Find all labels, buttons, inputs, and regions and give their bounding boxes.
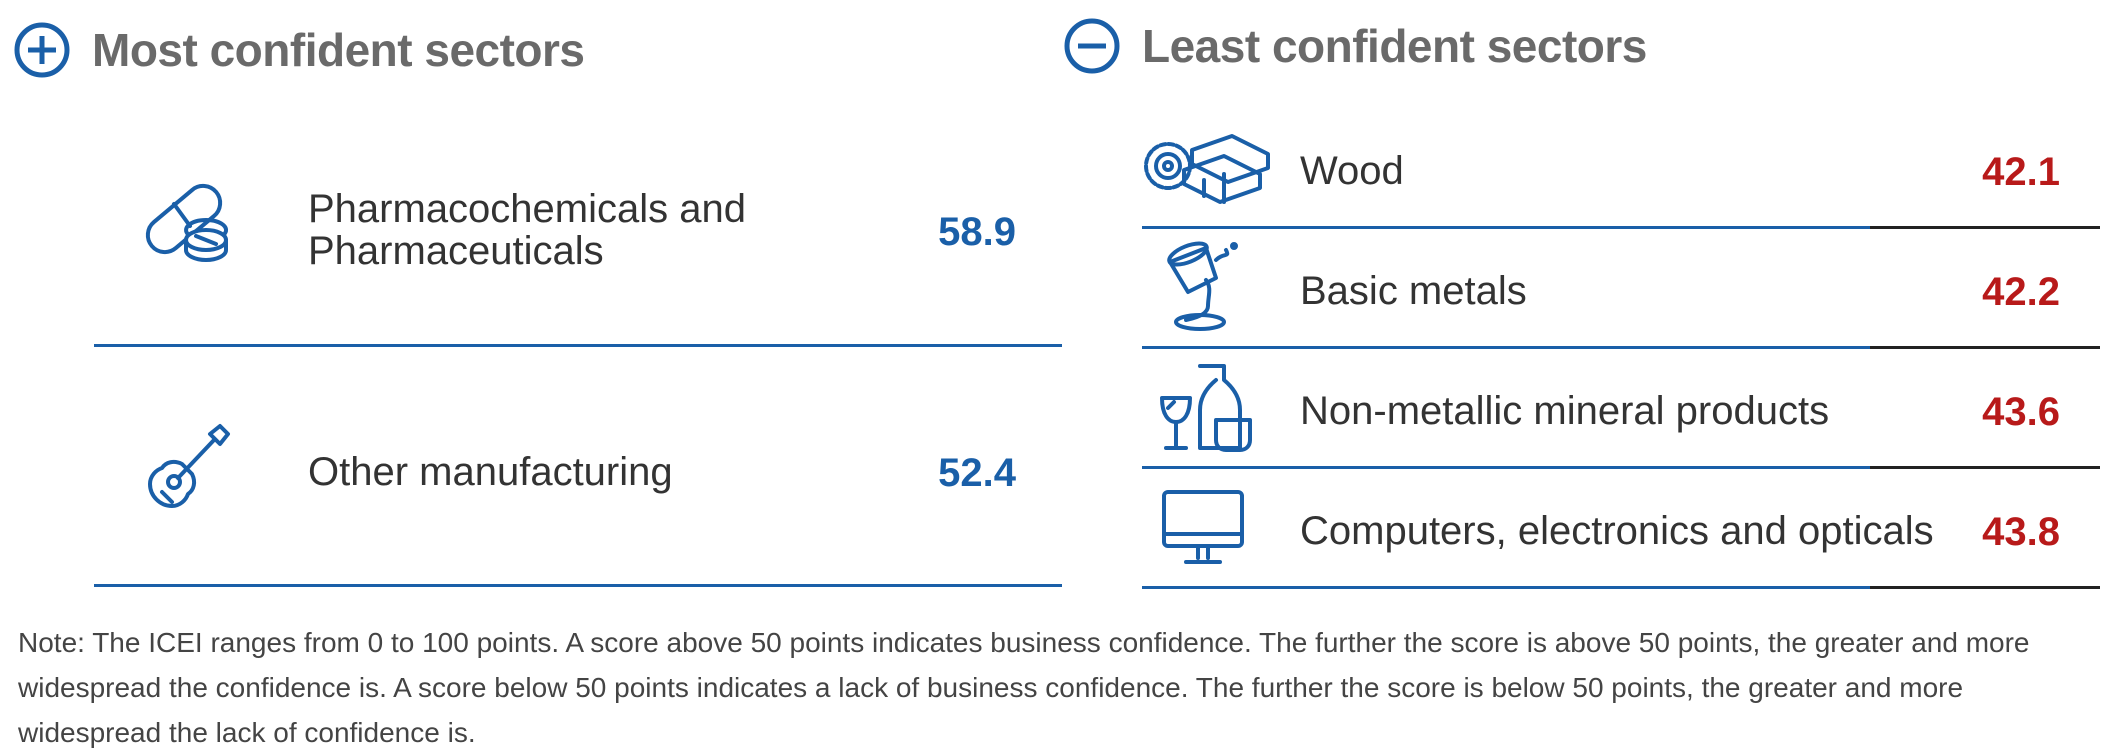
- row-divider: [1142, 226, 2100, 229]
- sector-label: Basic metals: [1300, 269, 1527, 313]
- plus-circle-icon: [14, 22, 70, 78]
- row-divider: [1142, 346, 2100, 349]
- row-divider: [1142, 586, 2100, 589]
- guitar-icon: [148, 424, 230, 508]
- sector-score: 43.6: [1982, 390, 2060, 434]
- sector-label: Pharmacochemicals and Pharmaceuticals: [308, 187, 746, 273]
- sector-score: 43.8: [1982, 510, 2060, 554]
- row-divider: [94, 344, 1062, 347]
- sector-score: 42.1: [1982, 150, 2060, 194]
- sector-label: Other manufacturing: [308, 450, 673, 494]
- least-confident-header: Least confident sectors: [1064, 18, 1647, 74]
- computer-monitor-icon: [1162, 490, 1244, 564]
- glassware-icon: [1160, 364, 1252, 452]
- sector-score: 52.4: [938, 451, 1016, 495]
- sector-label: Wood: [1300, 149, 1404, 193]
- most-confident-header: Most confident sectors: [14, 22, 585, 78]
- sector-label: Non-metallic mineral products: [1300, 389, 1830, 433]
- molten-metal-icon: [1167, 241, 1238, 331]
- footnote: Note: The ICEI ranges from 0 to 100 poin…: [18, 627, 2030, 748]
- row-divider: [94, 584, 1062, 587]
- pills-icon: [145, 183, 228, 262]
- sector-label: Computers, electronics and opticals: [1300, 509, 1934, 553]
- sector-score: 58.9: [938, 210, 1016, 254]
- minus-circle-icon: [1064, 18, 1120, 74]
- sector-score: 42.2: [1982, 270, 2060, 314]
- row-divider: [1142, 466, 2100, 469]
- least-confident-title: Least confident sectors: [1142, 20, 1647, 72]
- wood-saw-icon: [1144, 134, 1270, 204]
- most-confident-title: Most confident sectors: [92, 24, 585, 76]
